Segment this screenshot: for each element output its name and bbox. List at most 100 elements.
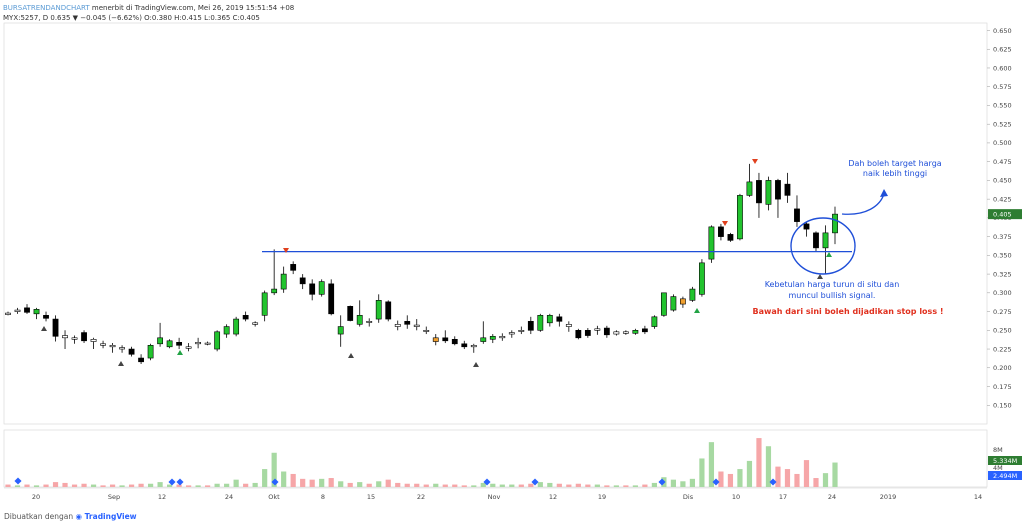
candle-body[interactable] <box>480 337 487 342</box>
candle-body[interactable] <box>52 318 59 337</box>
candle-body[interactable] <box>594 328 601 331</box>
volume-bar[interactable] <box>195 485 201 487</box>
volume-bar[interactable] <box>138 483 144 487</box>
candle-body[interactable] <box>622 331 629 334</box>
volume-bar[interactable] <box>518 484 524 487</box>
candle-body[interactable] <box>461 343 468 348</box>
volume-bar[interactable] <box>547 482 553 487</box>
candle-body[interactable] <box>328 283 335 315</box>
candle-body[interactable] <box>394 324 401 327</box>
volume-bar[interactable] <box>765 446 772 487</box>
volume-bar[interactable] <box>784 469 791 487</box>
volume-bar[interactable] <box>385 479 391 487</box>
candle-body[interactable] <box>537 315 544 331</box>
candle-body[interactable] <box>556 316 563 322</box>
volume-bar[interactable] <box>224 483 230 487</box>
candle-body[interactable] <box>575 330 582 339</box>
candle-body[interactable] <box>299 277 306 285</box>
candle-body[interactable] <box>138 357 144 363</box>
volume-bar[interactable] <box>166 484 173 487</box>
candle-body[interactable] <box>508 332 515 335</box>
candle-body[interactable] <box>252 322 259 325</box>
candle-body[interactable] <box>214 331 221 350</box>
volume-bar[interactable] <box>357 482 363 487</box>
volume-bar[interactable] <box>575 483 581 487</box>
volume-bar[interactable] <box>366 483 372 487</box>
candle-body[interactable] <box>147 344 154 359</box>
volume-bar[interactable] <box>414 483 420 487</box>
candle-body[interactable] <box>527 321 534 331</box>
candle-body[interactable] <box>385 301 392 320</box>
candle-body[interactable] <box>546 315 553 324</box>
candle-body[interactable] <box>233 318 240 335</box>
volume-bar[interactable] <box>328 478 334 487</box>
volume-bar[interactable] <box>43 484 49 487</box>
candle-body[interactable] <box>794 208 800 222</box>
volume-bar[interactable] <box>642 484 648 487</box>
candle-body[interactable] <box>470 344 477 348</box>
event-marker-icon[interactable] <box>658 478 666 486</box>
volume-bar[interactable] <box>281 471 287 487</box>
volume-bar[interactable] <box>423 484 429 487</box>
candle-body[interactable] <box>176 342 183 346</box>
volume-bar[interactable] <box>537 482 543 487</box>
candle-body[interactable] <box>157 337 163 345</box>
candle-body[interactable] <box>727 234 734 241</box>
tradingview-link[interactable]: TradingView <box>84 512 137 521</box>
volume-bar[interactable] <box>480 482 486 487</box>
candle-body[interactable] <box>584 330 591 336</box>
volume-bar[interactable] <box>509 484 515 487</box>
event-marker-icon[interactable] <box>531 478 539 486</box>
volume-bar[interactable] <box>338 481 344 487</box>
candle-body[interactable] <box>347 306 354 321</box>
candle-body[interactable] <box>280 273 287 290</box>
volume-bar[interactable] <box>471 485 477 487</box>
candle-body[interactable] <box>404 321 411 325</box>
volume-bar[interactable] <box>90 484 97 487</box>
volume-bar[interactable] <box>670 479 677 487</box>
volume-bar[interactable] <box>186 485 192 487</box>
volume-bar[interactable] <box>528 483 534 487</box>
event-marker-icon[interactable] <box>176 478 184 486</box>
candle-body[interactable] <box>718 226 724 237</box>
volume-bar[interactable] <box>81 483 87 487</box>
candle-body[interactable] <box>90 339 97 342</box>
volume-bar[interactable] <box>62 482 68 487</box>
volume-bar[interactable] <box>708 442 715 487</box>
volume-bar[interactable] <box>205 485 211 487</box>
event-marker-icon[interactable] <box>271 478 279 486</box>
candle-body[interactable] <box>119 347 125 350</box>
volume-bar[interactable] <box>309 479 315 487</box>
event-marker-icon[interactable] <box>769 478 777 486</box>
volume-bar[interactable] <box>176 484 182 487</box>
volume-bar[interactable] <box>300 478 306 487</box>
candle-body[interactable] <box>366 321 373 323</box>
candle-body[interactable] <box>737 195 743 240</box>
candle-body[interactable] <box>699 262 705 295</box>
volume-bar[interactable] <box>395 482 401 487</box>
candle-body[interactable] <box>337 326 344 335</box>
volume-bar[interactable] <box>147 483 154 487</box>
volume-bar[interactable] <box>442 484 448 487</box>
volume-bar[interactable] <box>499 484 505 487</box>
volume-bar[interactable] <box>699 458 705 487</box>
candle-body[interactable] <box>822 232 829 249</box>
volume-bar[interactable] <box>347 482 353 487</box>
publisher-name[interactable]: BURSATRENDANDCHART <box>3 4 90 12</box>
volume-bar[interactable] <box>319 478 325 487</box>
candle-body[interactable] <box>432 337 439 342</box>
volume-bar[interactable] <box>803 460 810 487</box>
candle-body[interactable] <box>33 309 40 315</box>
candle-body[interactable] <box>204 342 211 345</box>
volume-bar[interactable] <box>5 484 11 487</box>
volume-bar[interactable] <box>290 473 296 487</box>
candle-body[interactable] <box>641 328 648 333</box>
volume-bar[interactable] <box>832 462 838 487</box>
candle-body[interactable] <box>756 180 762 204</box>
volume-bar[interactable] <box>623 485 629 487</box>
candle-body[interactable] <box>775 180 781 200</box>
volume-bar[interactable] <box>775 466 781 487</box>
volume-bar[interactable] <box>233 479 239 487</box>
tradingview-logo-icon[interactable]: ◉ <box>75 512 85 521</box>
